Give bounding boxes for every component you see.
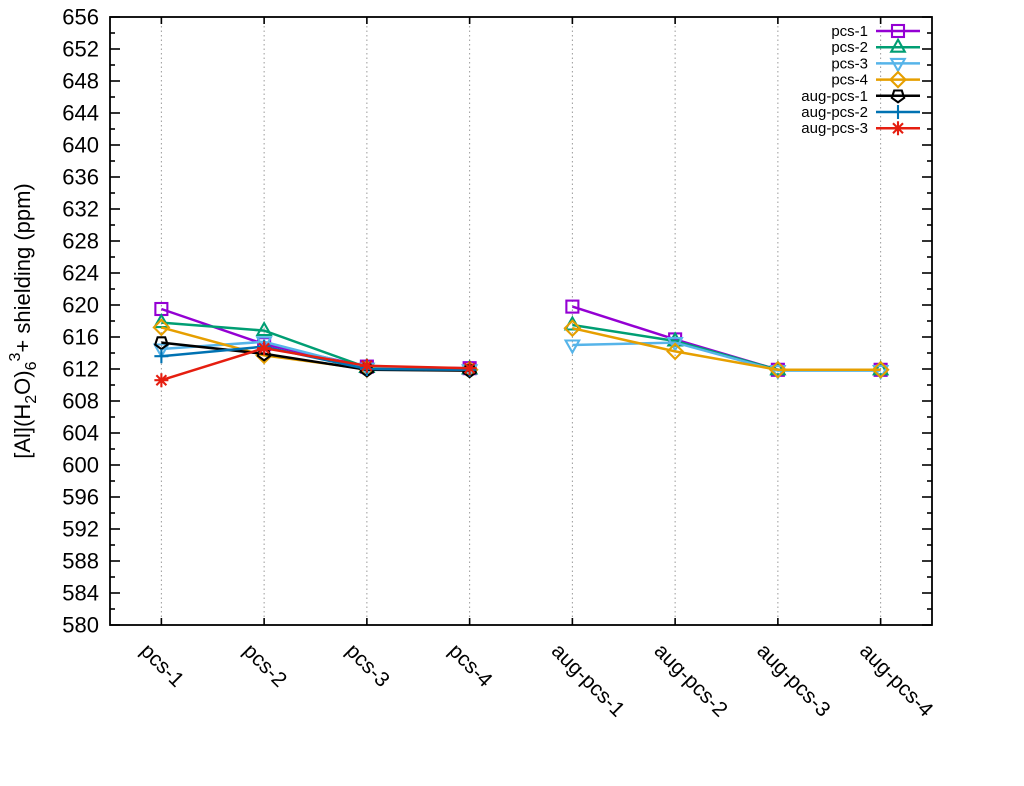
x-axis-tick-label: pcs-1	[136, 639, 189, 692]
y-axis-title: [Al](H2O)63+ shielding (ppm)	[7, 183, 40, 459]
legend-entry-pcs-2: pcs-2	[831, 37, 920, 56]
legend-entry-aug-pcs-2: aug-pcs-2	[801, 104, 920, 121]
legend-label: pcs-3	[831, 55, 868, 72]
y-axis-tick-label: 656	[62, 5, 99, 30]
legend-entry-pcs-4: pcs-4	[831, 70, 920, 89]
legend-entry-aug-pcs-3: aug-pcs-3	[801, 120, 920, 137]
y-axis-tick-label: 644	[62, 101, 99, 126]
marker-pentagon	[890, 89, 906, 104]
y-axis-tick-label: 584	[62, 581, 99, 606]
y-axis-tick-label: 624	[62, 261, 99, 286]
series-aug-pcs-3	[154, 341, 477, 388]
marker-triangle-down	[255, 336, 273, 352]
marker-diamond	[768, 360, 787, 379]
y-axis-tick-label: 588	[62, 549, 99, 574]
marker-square	[565, 299, 580, 314]
legend-label: aug-pcs-2	[801, 104, 868, 121]
legend-label: pcs-4	[831, 72, 868, 89]
marker-triangle-up	[889, 37, 907, 53]
marker-triangle-down	[889, 57, 907, 74]
marker-plus	[891, 105, 905, 119]
legend-label: pcs-1	[831, 23, 868, 40]
y-axis-tick-label: 628	[62, 229, 99, 254]
y-axis-tick-label: 596	[62, 485, 99, 510]
x-axis-tick-label: pcs-2	[239, 639, 292, 692]
marker-diamond	[889, 70, 907, 89]
marker-asterisk	[154, 373, 169, 388]
x-axis-tick-label: aug-pcs-2	[650, 639, 732, 721]
marker-triangle-up	[666, 331, 684, 347]
marker-diamond	[666, 342, 685, 361]
legend-entry-aug-pcs-1: aug-pcs-1	[801, 88, 920, 105]
legend-entry-pcs-3: pcs-3	[831, 55, 920, 74]
marker-triangle-down	[666, 337, 684, 353]
series-line-pcs-1	[160, 307, 470, 370]
legend-label: aug-pcs-1	[801, 88, 868, 105]
y-axis-tick-label: 612	[62, 357, 99, 382]
x-axis-tick-label: aug-pcs-4	[855, 639, 938, 722]
y-axis-tick-label: 636	[62, 165, 99, 190]
y-axis-tick-label: 592	[62, 517, 99, 542]
legend-entry-pcs-1: pcs-1	[831, 23, 920, 40]
y-axis-tick-label: 616	[62, 325, 99, 350]
y-axis-tick-label: 640	[62, 133, 99, 158]
marker-plus	[154, 349, 169, 364]
legend-label: pcs-2	[831, 39, 868, 56]
x-axis-tick-label: aug-pcs-3	[752, 639, 834, 721]
marker-asterisk	[462, 361, 477, 376]
marker-square	[890, 23, 906, 39]
marker-pentagon	[153, 336, 169, 351]
series-line-pcs-4	[572, 326, 881, 372]
series-line-pcs-3	[572, 341, 881, 372]
marker-triangle-down	[152, 343, 170, 359]
marker-asterisk	[257, 341, 272, 356]
x-axis-tick-label: pcs-3	[341, 639, 394, 692]
marker-triangle-down	[563, 339, 581, 355]
y-axis-tick-label: 632	[62, 197, 99, 222]
y-axis-tick-label: 608	[62, 389, 99, 414]
marker-triangle-up	[872, 360, 890, 376]
marker-diamond	[871, 360, 890, 379]
marker-diamond	[563, 319, 582, 338]
y-axis-tick-label: 580	[62, 613, 99, 638]
y-axis-tick-label: 604	[62, 421, 99, 446]
marker-triangle-down	[769, 365, 787, 381]
marker-asterisk	[359, 358, 374, 373]
marker-diamond	[152, 318, 171, 337]
marker-triangle-up	[255, 320, 273, 337]
y-axis-tick-label: 620	[62, 293, 99, 318]
marker-triangle-up	[152, 312, 170, 329]
series-line-aug-pcs-3	[161, 346, 470, 382]
x-axis-tick-label: pcs-4	[444, 639, 497, 692]
marker-triangle-down	[872, 365, 890, 381]
legend-label: aug-pcs-3	[801, 120, 868, 137]
y-axis-tick-label: 648	[62, 69, 99, 94]
y-axis-tick-label: 652	[62, 37, 99, 62]
y-axis-tick-label: 600	[62, 453, 99, 478]
marker-asterisk	[891, 121, 905, 136]
x-axis-tick-label: aug-pcs-1	[547, 639, 629, 721]
series-line-pcs-2	[572, 323, 881, 372]
